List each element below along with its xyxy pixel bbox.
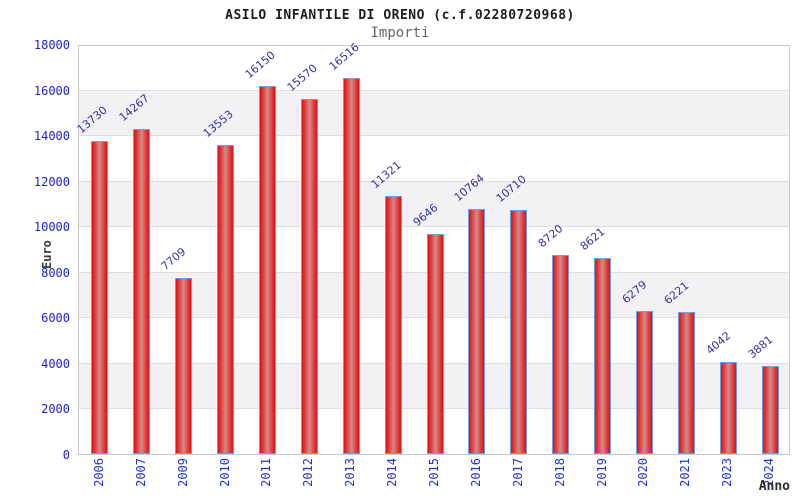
x-tick-label: 2023 <box>720 458 735 487</box>
bar-2013 <box>342 77 360 454</box>
x-tick-label: 2019 <box>594 458 609 487</box>
bar-2020 <box>635 310 653 454</box>
x-tick-label: 2014 <box>385 458 400 487</box>
bar-value-label: 4042 <box>703 328 734 357</box>
x-tick-label: 2009 <box>175 458 190 487</box>
bar-value-label: 16516 <box>326 40 362 73</box>
bar-2010 <box>217 145 235 454</box>
y-tick-label: 18000 <box>33 38 70 52</box>
y-tick-label: 0 <box>62 448 70 462</box>
bar-2015 <box>426 234 444 454</box>
x-tick-label: 2013 <box>343 458 358 487</box>
bar-2014 <box>384 196 402 454</box>
y-tick-label: 8000 <box>41 265 70 280</box>
x-tick-label: 2012 <box>301 458 316 487</box>
x-tick-label: 2017 <box>510 458 525 487</box>
bar-2009 <box>175 278 193 454</box>
bar-value-label: 16150 <box>242 48 278 82</box>
x-axis-label: Anno <box>758 479 790 494</box>
gridline <box>79 226 789 228</box>
bar-2023 <box>719 361 737 454</box>
bar-value-label: 3881 <box>745 332 775 361</box>
chart-title: ASILO INFANTILE DI ORENO (c.f.0228072096… <box>225 8 575 23</box>
x-tick-label: 2011 <box>259 458 274 487</box>
gridline <box>79 135 789 137</box>
bar-2011 <box>258 86 276 454</box>
chart-subtitle: Importi <box>370 25 430 41</box>
bar-value-label: 7709 <box>158 245 189 274</box>
x-tick-label: 2020 <box>636 458 651 487</box>
bar-2016 <box>468 208 486 454</box>
x-tick-label: 2007 <box>133 458 148 487</box>
x-tick-label: 2016 <box>468 458 483 487</box>
plot-area: 13730 14267 7709 13553 16150 15570 16516 11321 9… <box>75 40 790 455</box>
x-tick-label: 2021 <box>678 458 693 487</box>
bar-value-label: 8621 <box>577 224 608 253</box>
bar-2012 <box>300 99 318 454</box>
y-tick-label: 14000 <box>33 129 70 144</box>
y-tick-label: 10000 <box>33 220 70 235</box>
x-tick-label: 2018 <box>552 458 567 487</box>
y-tick-label: 12000 <box>33 174 70 189</box>
bar-2018 <box>552 255 570 454</box>
x-tick-label: 2010 <box>217 458 232 487</box>
y-tick-label: 4000 <box>41 356 70 371</box>
x-tick-label: 2015 <box>426 458 441 487</box>
bar-2021 <box>677 312 695 454</box>
bar-2024 <box>761 365 779 454</box>
y-tick-label: 6000 <box>41 311 70 326</box>
y-tick-label: 2000 <box>41 402 70 417</box>
bar-2019 <box>594 257 612 454</box>
x-tick-label: 2006 <box>91 458 106 487</box>
plot-band <box>79 180 789 227</box>
bar-2006 <box>91 141 109 454</box>
bar-2017 <box>510 210 528 454</box>
plot-band <box>79 89 789 136</box>
gridline <box>79 89 789 91</box>
bar-2007 <box>133 129 151 454</box>
y-tick-label: 16000 <box>33 83 70 98</box>
gridline <box>79 180 789 182</box>
